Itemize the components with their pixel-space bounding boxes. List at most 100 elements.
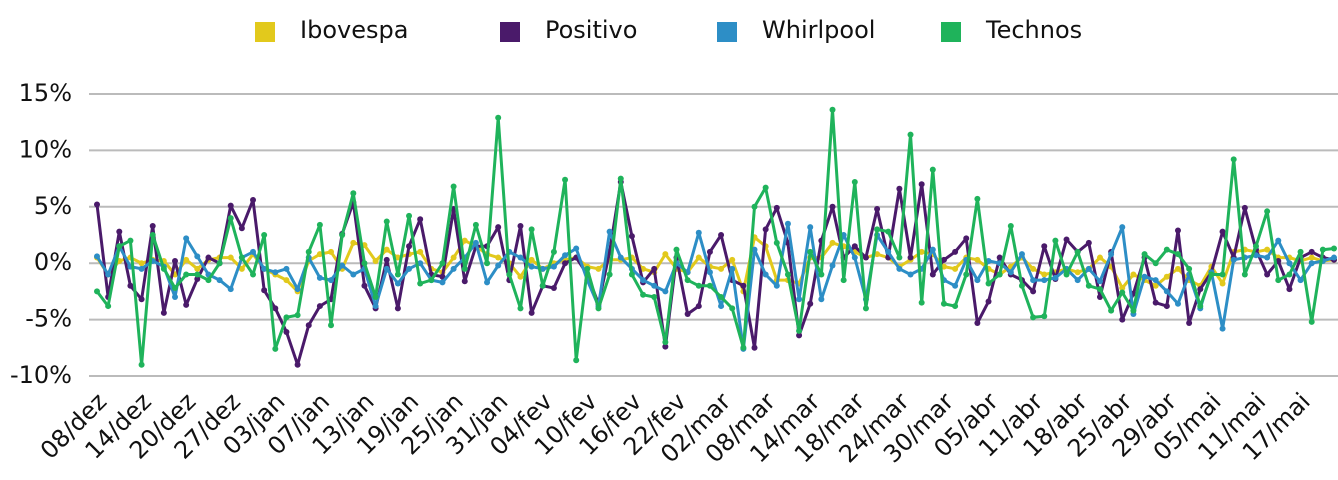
point-marker [1264, 254, 1271, 261]
point-marker [328, 277, 335, 284]
point-marker [1219, 228, 1226, 235]
point-marker [796, 296, 803, 303]
point-marker [640, 291, 647, 298]
point-marker [216, 277, 223, 284]
point-marker [718, 265, 725, 272]
point-marker [1308, 248, 1315, 255]
point-marker [450, 265, 457, 272]
point-marker [1319, 246, 1326, 253]
legend-item: Positivo [500, 16, 637, 44]
point-marker [1174, 251, 1181, 258]
point-marker [1018, 282, 1025, 289]
point-marker [1286, 286, 1293, 293]
point-marker [918, 181, 925, 188]
point-marker [662, 288, 669, 295]
legend-swatch [941, 22, 961, 42]
y-tick-label: -10% [10, 361, 72, 389]
point-marker [539, 282, 546, 289]
point-marker [851, 243, 858, 250]
point-marker [628, 233, 635, 240]
point-marker [617, 175, 624, 182]
point-marker [840, 277, 847, 284]
point-marker [461, 265, 468, 272]
point-marker [1286, 271, 1293, 278]
point-marker [1297, 277, 1304, 284]
point-marker [1074, 248, 1081, 255]
point-marker [550, 285, 557, 292]
point-marker [550, 263, 557, 270]
point-marker [862, 254, 869, 261]
point-marker [740, 344, 747, 351]
point-marker [1018, 251, 1025, 258]
point-marker [818, 296, 825, 303]
point-marker [762, 226, 769, 233]
point-marker [673, 246, 680, 253]
point-marker [472, 239, 479, 246]
point-marker [1030, 288, 1037, 295]
point-marker [1007, 222, 1014, 229]
point-marker [1119, 289, 1126, 296]
point-marker [138, 361, 145, 368]
point-marker [773, 204, 780, 211]
point-marker [1197, 303, 1204, 310]
point-marker [294, 361, 301, 368]
point-marker [1074, 269, 1081, 276]
point-marker [784, 220, 791, 227]
point-marker [183, 271, 190, 278]
point-marker [272, 345, 279, 352]
point-marker [194, 265, 201, 272]
point-marker [539, 265, 546, 272]
legend-label: Positivo [545, 16, 637, 44]
point-marker [1241, 271, 1248, 278]
y-tick-label: -5% [25, 305, 72, 333]
point-marker [718, 232, 725, 238]
point-marker [461, 237, 468, 244]
point-marker [361, 260, 368, 267]
point-marker [885, 248, 892, 255]
point-marker [1163, 273, 1170, 280]
point-marker [372, 257, 379, 264]
point-marker [874, 206, 881, 213]
point-marker [952, 265, 959, 272]
point-marker [773, 239, 780, 246]
point-marker [550, 248, 557, 255]
point-marker [907, 131, 914, 138]
point-marker [651, 265, 658, 272]
point-marker [116, 243, 123, 250]
point-marker [1030, 314, 1037, 321]
point-marker [105, 303, 112, 310]
point-marker [1275, 277, 1282, 284]
point-marker [718, 303, 725, 310]
legend-item: Technos [941, 16, 1082, 44]
point-marker [517, 222, 524, 229]
series-line [95, 222, 1335, 351]
point-marker [250, 197, 257, 204]
point-marker [328, 322, 335, 329]
point-marker [952, 282, 959, 289]
legend-swatch [717, 22, 737, 42]
point-marker [183, 301, 190, 308]
point-marker [1163, 246, 1170, 253]
point-marker [495, 254, 502, 261]
point-marker [205, 277, 212, 284]
point-marker [238, 254, 245, 261]
point-marker [1030, 277, 1037, 284]
point-marker [1063, 271, 1070, 278]
point-marker [695, 282, 702, 289]
point-marker [94, 253, 100, 260]
point-marker [116, 228, 123, 235]
point-marker [394, 280, 401, 287]
point-marker [472, 221, 479, 228]
point-marker [272, 305, 279, 312]
point-marker [918, 248, 925, 255]
point-marker [929, 246, 936, 253]
point-marker [1041, 277, 1048, 284]
point-marker [406, 265, 413, 272]
point-marker [450, 183, 457, 190]
point-marker [406, 212, 413, 219]
point-marker [383, 246, 390, 253]
point-marker [528, 256, 535, 263]
point-marker [907, 271, 914, 278]
point-marker [227, 215, 234, 222]
